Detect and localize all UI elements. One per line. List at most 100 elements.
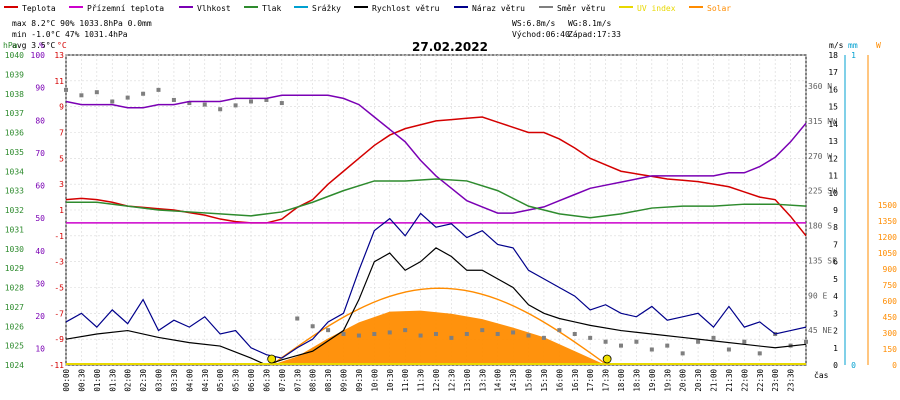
time-tick: 19:00: [648, 369, 657, 392]
wind-direction-point: [295, 316, 300, 321]
ms-tick: 5: [833, 275, 838, 284]
wind-direction-point: [326, 328, 331, 333]
ms-tick: 7: [833, 240, 838, 249]
legend: Teplota Přízemní teplota Vlhkost Tlak Srážky…: [4, 4, 731, 13]
degc-tick: -3: [54, 258, 64, 267]
dir-tick: 90 E: [808, 291, 827, 300]
ms-tick: 9: [833, 206, 838, 215]
w-tick: 1350: [878, 217, 897, 226]
wind-direction-point: [726, 347, 731, 352]
wind-direction-point: [495, 332, 500, 336]
dir-tick: 45 NE: [808, 326, 832, 335]
legend-label: Srážky: [312, 4, 341, 13]
wind-direction-point: [418, 333, 423, 338]
legend-label: Náraz větru: [472, 4, 525, 13]
time-tick: 16:30: [571, 369, 580, 392]
wind-direction-point: [696, 339, 701, 344]
wind-direction-point: [110, 99, 115, 104]
time-tick: 22:00: [740, 369, 749, 392]
wind-direction-point: [279, 101, 284, 106]
time-tick: 06:30: [262, 369, 271, 392]
ms-tick: 8: [833, 223, 838, 232]
wind-direction-point: [233, 103, 238, 108]
mm-unit: mm: [848, 41, 858, 50]
legend-swatch: [69, 6, 83, 8]
wind-direction-point: [372, 332, 377, 336]
time-tick: 01:30: [108, 369, 117, 392]
degc-tick: 7: [59, 129, 64, 138]
time-tick: 01:00: [93, 369, 102, 392]
time-tick: 03:00: [155, 369, 164, 392]
wind-direction-point: [557, 328, 562, 333]
time-tick: 09:30: [355, 369, 364, 392]
wind-direction-point: [94, 90, 99, 95]
wind-direction-point: [218, 107, 223, 112]
degc-tick: 5: [59, 154, 64, 163]
time-tick: 18:30: [632, 369, 641, 392]
wind-direction-point: [156, 87, 161, 92]
wind-direction-point: [572, 332, 577, 336]
solar-area: [271, 310, 606, 365]
hpa-tick: 1036: [5, 129, 24, 138]
time-tick: 11:00: [401, 369, 410, 392]
time-tick: 11:30: [417, 369, 426, 392]
legend-label: Směr větru: [557, 4, 605, 13]
hpa-tick: 1027: [5, 303, 24, 312]
pct-tick: 60: [35, 182, 45, 191]
w-tick: 600: [883, 297, 898, 306]
chart-title: 27.02.2022: [412, 40, 488, 54]
ms-tick: 2: [833, 327, 838, 336]
wind-direction-point: [434, 332, 438, 336]
wind-direction-point: [79, 93, 84, 98]
time-tick: 23:30: [787, 369, 796, 392]
ms-unit: m/s: [829, 41, 844, 50]
hpa-tick: 1033: [5, 187, 24, 196]
dir-tick: 135 SE: [808, 256, 837, 265]
ms-tick: 1: [833, 344, 838, 353]
wind-direction-point: [387, 330, 392, 335]
wind-direction-point: [526, 333, 531, 338]
w-unit: W: [876, 41, 881, 50]
hpa-tick: 1038: [5, 90, 24, 99]
stat-ws: WS:6.8m/s: [512, 19, 556, 28]
wind-direction-point: [356, 333, 361, 338]
degc-tick: -1: [54, 232, 64, 241]
pct-tick: 70: [35, 149, 45, 158]
pct-tick: 80: [35, 116, 45, 125]
ms-tick: 4: [833, 292, 838, 301]
legend-swatch: [294, 6, 308, 8]
rychlost-v-tru-line: [65, 247, 807, 366]
time-tick: 04:00: [185, 369, 194, 392]
degc-tick: -11: [50, 361, 65, 370]
stat-wg: WG:8.1m/s: [568, 19, 612, 28]
stat-sunrise: Východ:06:40: [512, 30, 570, 39]
sunset-marker: [602, 354, 612, 364]
ms-tick: 0: [833, 361, 838, 370]
wind-direction-point: [64, 87, 68, 92]
degc-tick: -5: [54, 284, 64, 293]
legend-swatch: [244, 6, 258, 8]
w-tick: 1200: [878, 233, 897, 242]
stat-sunset: Západ:17:33: [568, 30, 621, 39]
legend-swatch: [354, 6, 368, 8]
time-tick: 15:00: [525, 369, 534, 392]
ms-tick: 16: [828, 85, 838, 94]
w-tick: 300: [883, 329, 898, 338]
hpa-tick: 1029: [5, 264, 24, 273]
wind-direction-point: [202, 102, 207, 107]
w-tick: 1500: [878, 201, 897, 210]
wind-direction-point: [742, 339, 747, 344]
tlak-line: [66, 178, 807, 219]
wind-direction-point: [649, 347, 654, 352]
time-tick: 22:30: [756, 369, 765, 392]
wind-direction-point: [141, 91, 146, 96]
time-tick: 00:00: [62, 369, 71, 392]
pct-tick: 100: [31, 51, 46, 60]
wind-direction-point: [480, 328, 485, 333]
wind-direction-point: [249, 99, 253, 104]
sunrise-marker: [267, 354, 277, 364]
w-tick: 1050: [878, 249, 897, 258]
wind-direction-point: [541, 335, 546, 340]
mm-tick: 0: [851, 361, 856, 370]
stat-min: min -1.0°C 47% 1031.4hPa: [12, 30, 128, 39]
